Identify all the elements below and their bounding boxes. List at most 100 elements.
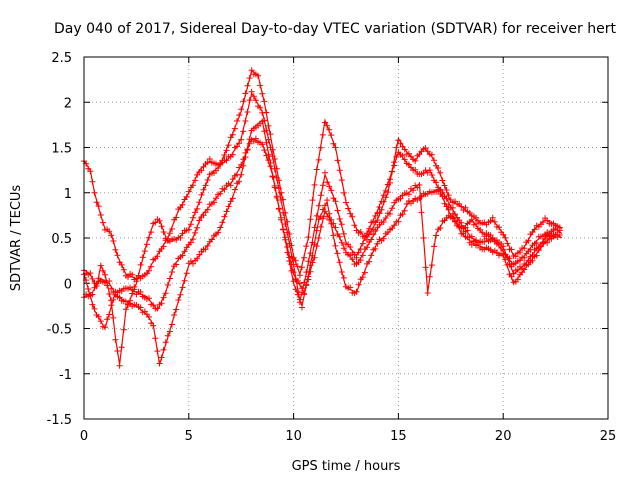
data-point — [164, 282, 171, 288]
data-point — [238, 106, 245, 113]
data-point — [336, 259, 343, 266]
data-point — [234, 171, 240, 178]
tick-layer: 0 5 10 15 20 25 -1.5 -1 -0.5 0 0.5 1 1.5 2 2.5 — [47, 51, 617, 444]
data-point — [322, 208, 328, 215]
data-point — [315, 202, 322, 209]
data-point — [305, 258, 312, 265]
data-point — [217, 224, 224, 231]
data-point — [181, 277, 188, 284]
data-point — [508, 263, 515, 270]
data-point — [504, 240, 511, 247]
data-point — [87, 168, 94, 175]
data-point — [120, 326, 127, 333]
data-point — [500, 243, 507, 250]
data-point — [204, 159, 211, 166]
data-point — [389, 205, 396, 212]
data-point — [236, 178, 243, 185]
data-point — [265, 122, 272, 129]
data-point — [97, 262, 104, 269]
data-point — [202, 246, 209, 253]
data-point — [200, 212, 207, 219]
data-point — [91, 189, 98, 196]
data-point — [330, 140, 337, 147]
data-point — [364, 230, 370, 237]
data-point — [294, 291, 301, 298]
data-point — [169, 226, 175, 232]
data-point — [328, 187, 335, 194]
data-point — [366, 258, 373, 265]
data-point — [418, 193, 425, 200]
data-point — [372, 213, 379, 219]
data-point — [374, 240, 381, 247]
data-point — [389, 168, 396, 175]
data-point — [192, 209, 199, 216]
data-point — [313, 166, 320, 173]
data-point — [326, 183, 333, 190]
data-point — [364, 244, 370, 251]
data-point — [196, 217, 203, 224]
data-point — [296, 272, 303, 279]
data-point — [185, 226, 192, 233]
y-tick-label: 1.5 — [51, 142, 72, 157]
x-tick-label: 25 — [600, 429, 617, 444]
data-point — [162, 290, 169, 297]
data-point — [87, 292, 94, 299]
data-point — [110, 314, 117, 321]
data-point — [146, 267, 152, 274]
data-point — [160, 294, 167, 301]
data-point — [122, 306, 129, 313]
data-point — [148, 263, 155, 270]
data-point — [273, 193, 280, 200]
data-point — [458, 203, 465, 210]
data-point — [269, 173, 276, 180]
data-point — [324, 179, 331, 186]
series-track-4 — [81, 135, 563, 331]
series-track-1 — [81, 67, 563, 283]
data-point — [102, 271, 108, 278]
data-point — [443, 187, 450, 193]
data-point — [231, 125, 238, 132]
data-point — [544, 239, 551, 246]
data-point — [537, 243, 544, 250]
data-point — [487, 218, 494, 224]
data-point — [525, 237, 532, 244]
data-point — [456, 223, 463, 230]
data-point — [405, 191, 412, 198]
data-point — [246, 97, 253, 104]
data-layer — [81, 67, 563, 369]
data-point — [357, 229, 364, 235]
data-point — [468, 216, 475, 223]
data-point — [181, 248, 188, 255]
data-point — [259, 90, 266, 97]
data-point — [426, 273, 433, 280]
data-point — [154, 348, 161, 355]
data-point — [533, 240, 540, 246]
data-point — [428, 172, 435, 178]
data-point — [114, 348, 121, 354]
data-point — [424, 290, 431, 296]
data-point — [301, 254, 308, 261]
data-point — [169, 269, 175, 275]
data-point — [215, 229, 222, 236]
data-point — [154, 305, 161, 312]
data-point — [380, 219, 387, 225]
x-tick-label: 15 — [390, 429, 407, 444]
data-point — [146, 234, 152, 241]
data-point — [309, 197, 316, 204]
data-point — [99, 219, 106, 226]
data-point — [85, 286, 92, 292]
series-track-3 — [81, 118, 563, 367]
data-point — [194, 255, 201, 262]
data-point — [431, 243, 437, 250]
y-tick-label: -0.5 — [47, 323, 72, 338]
data-point — [106, 311, 113, 318]
data-point — [263, 152, 270, 159]
data-point — [433, 179, 440, 186]
data-point — [347, 284, 354, 291]
data-point — [338, 221, 345, 228]
data-point — [175, 297, 182, 303]
data-point — [179, 201, 186, 208]
data-point — [257, 82, 264, 89]
data-point — [303, 243, 310, 250]
data-point — [366, 225, 373, 232]
